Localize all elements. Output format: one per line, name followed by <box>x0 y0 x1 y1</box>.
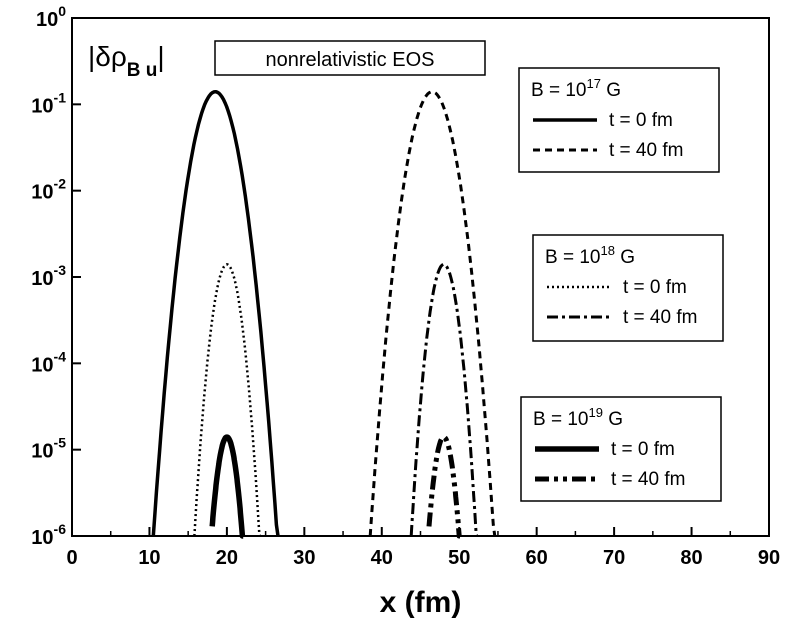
x-tick-label: 20 <box>216 547 238 569</box>
legend-title: B = 1019 G <box>533 405 623 430</box>
legend-label: t = 40 fm <box>609 140 683 161</box>
y-tick-label: 100 <box>36 3 66 31</box>
y-tick-label: 10-4 <box>31 348 66 376</box>
x-tick-label: 80 <box>680 547 702 569</box>
legend-title: B = 1017 G <box>531 76 621 101</box>
y-tick-base: 10 <box>36 9 58 31</box>
y-tick-label: 10-5 <box>31 435 66 463</box>
axes <box>71 17 770 537</box>
y-tick-exponent: -1 <box>54 89 67 105</box>
series-line-3 <box>193 263 262 537</box>
y-axis-title: |δρB u| <box>88 41 165 81</box>
y-tick-exponent: -3 <box>54 262 67 278</box>
x-tick-label: 30 <box>293 547 315 569</box>
series-line-1 <box>151 89 280 537</box>
y-tick-exponent: -6 <box>54 521 67 537</box>
y-tick-label: 10-3 <box>31 262 66 290</box>
legend-title-exponent: 18 <box>600 243 614 258</box>
y-tick-exponent: -5 <box>54 435 67 451</box>
y-tick-base: 10 <box>31 354 53 376</box>
y-tick-base: 10 <box>31 441 53 463</box>
legend-title-unit: G <box>615 247 635 268</box>
legend-title-base: B = 10 <box>545 247 600 268</box>
x-tick-label: 10 <box>138 547 160 569</box>
y-tick-base: 10 <box>31 268 53 290</box>
x-tick-label: 70 <box>603 547 625 569</box>
annotation-text: nonrelativistic EOS <box>266 49 435 71</box>
x-tick-label: 40 <box>371 547 393 569</box>
y-tick-base: 10 <box>31 182 53 204</box>
legend-title: B = 1018 G <box>545 243 635 268</box>
legend-label: t = 40 fm <box>611 469 685 490</box>
x-tick-label: 0 <box>66 547 77 569</box>
legend-title-base: B = 10 <box>531 80 586 101</box>
x-axis-title: x (fm) <box>380 586 462 619</box>
y-tick-label: 10-2 <box>31 176 66 204</box>
series-line-5 <box>209 434 246 539</box>
series-line-2 <box>368 90 497 537</box>
y-tick-label: 10-6 <box>31 521 66 549</box>
annotation-box <box>214 40 486 76</box>
y-tick-base: 10 <box>31 527 53 549</box>
legend-title-exponent: 19 <box>588 405 602 420</box>
y-tick-exponent: -4 <box>54 348 67 364</box>
y-tick-exponent: -2 <box>54 176 67 192</box>
legend-box-2 <box>532 234 724 342</box>
series-line-4 <box>409 262 479 538</box>
legend-title-unit: G <box>601 80 621 101</box>
y-axis-title-main: |δρ <box>88 41 127 72</box>
y-axis-title-close: | <box>157 41 164 72</box>
legend-title-exponent: 17 <box>586 76 600 91</box>
y-tick-exponent: 0 <box>58 3 66 19</box>
y-tick-base: 10 <box>31 95 53 117</box>
legend-label: t = 0 fm <box>609 110 673 131</box>
legend-label: t = 40 fm <box>623 307 697 328</box>
legend-label: t = 0 fm <box>611 439 675 460</box>
x-tick-label: 90 <box>758 547 780 569</box>
legend-title-unit: G <box>603 409 623 430</box>
y-tick-label: 10-1 <box>31 89 66 117</box>
series-line-6 <box>426 434 463 539</box>
x-tick-label: 50 <box>448 547 470 569</box>
y-axis-title-subscript: B u <box>127 60 158 81</box>
legend-title-base: B = 10 <box>533 409 588 430</box>
legend-label: t = 0 fm <box>623 277 687 298</box>
x-tick-label: 60 <box>526 547 548 569</box>
labels: 0 10 20 30 40 50 60 70 80 9010010-110-210-310-410… <box>31 3 780 619</box>
series-layer <box>151 89 497 539</box>
